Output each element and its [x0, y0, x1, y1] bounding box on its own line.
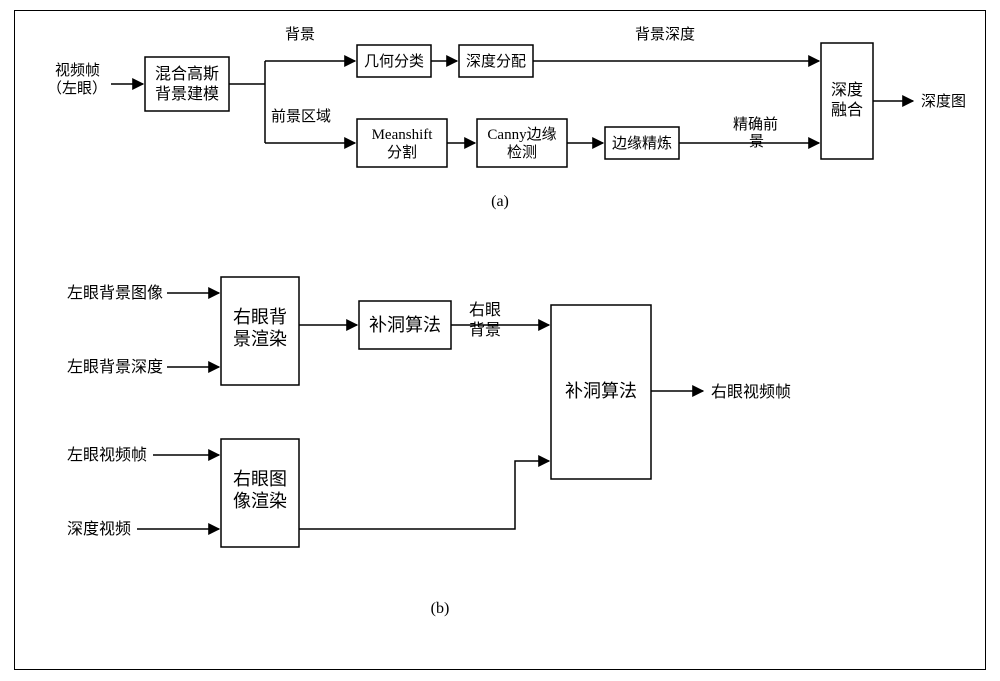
- node-canny-l1: Canny边缘: [487, 126, 556, 143]
- node-edge-ref-t: 边缘精炼: [612, 135, 672, 152]
- label-out-b: 右眼视频帧: [711, 383, 791, 401]
- node-geo-t: 几何分类: [364, 53, 424, 70]
- node-hole2-t: 补洞算法: [565, 381, 637, 401]
- label-fgacc-l1: 精确前: [733, 116, 778, 133]
- node-rimg-l1: 右眼图: [233, 469, 287, 489]
- node-canny-l2: 检测: [507, 144, 537, 161]
- label-rbg-l2: 背景: [469, 321, 501, 339]
- outer-frame: 视频帧 （左眼） 混合高斯 背景建模 几何分类 深度分配 Meanshift 分…: [14, 10, 986, 670]
- page: 视频帧 （左眼） 混合高斯 背景建模 几何分类 深度分配 Meanshift 分…: [0, 0, 1000, 681]
- node-hole1-t: 补洞算法: [369, 315, 441, 335]
- label-fg: 前景区域: [271, 108, 331, 125]
- label-rbg-l1: 右眼: [469, 301, 501, 319]
- node-gmm-l1: 混合高斯: [155, 65, 219, 83]
- node-fusion: [821, 43, 873, 159]
- arrow-rimg-hole2: [299, 461, 549, 529]
- node-fusion-l1: 深度: [831, 81, 863, 99]
- figure-a: 视频帧 （左眼） 混合高斯 背景建模 几何分类 深度分配 Meanshift 分…: [15, 11, 985, 221]
- node-rimg-l2: 像渲染: [233, 491, 287, 511]
- node-rbg-l2: 景渲染: [233, 329, 287, 349]
- figure-b-label: (b): [431, 600, 450, 617]
- node-meanshift-l2: 分割: [387, 144, 417, 161]
- in-lframe: 左眼视频帧: [67, 446, 147, 464]
- figure-a-label: (a): [491, 193, 509, 210]
- node-gmm-l2: 背景建模: [155, 85, 219, 103]
- input-label-l1: 视频帧: [55, 62, 100, 79]
- input-label-l2: （左眼）: [47, 80, 107, 97]
- in-depthvid: 深度视频: [67, 520, 131, 538]
- label-out-a: 深度图: [921, 93, 966, 110]
- in-lbg-depth: 左眼背景深度: [67, 358, 163, 376]
- in-lbg-img: 左眼背景图像: [67, 284, 163, 302]
- label-bg: 背景: [285, 26, 315, 43]
- node-meanshift-l1: Meanshift: [372, 127, 434, 143]
- label-bg-depth: 背景深度: [635, 26, 695, 43]
- node-depthassign-t: 深度分配: [466, 53, 526, 70]
- node-rbg-l1: 右眼背: [233, 307, 287, 327]
- figure-b: 左眼背景图像 左眼背景深度 左眼视频帧 深度视频 右眼背 景渲染 右眼图 像渲染…: [15, 243, 985, 663]
- node-fusion-l2: 融合: [831, 101, 863, 119]
- label-fgacc-l2: 景: [749, 133, 764, 150]
